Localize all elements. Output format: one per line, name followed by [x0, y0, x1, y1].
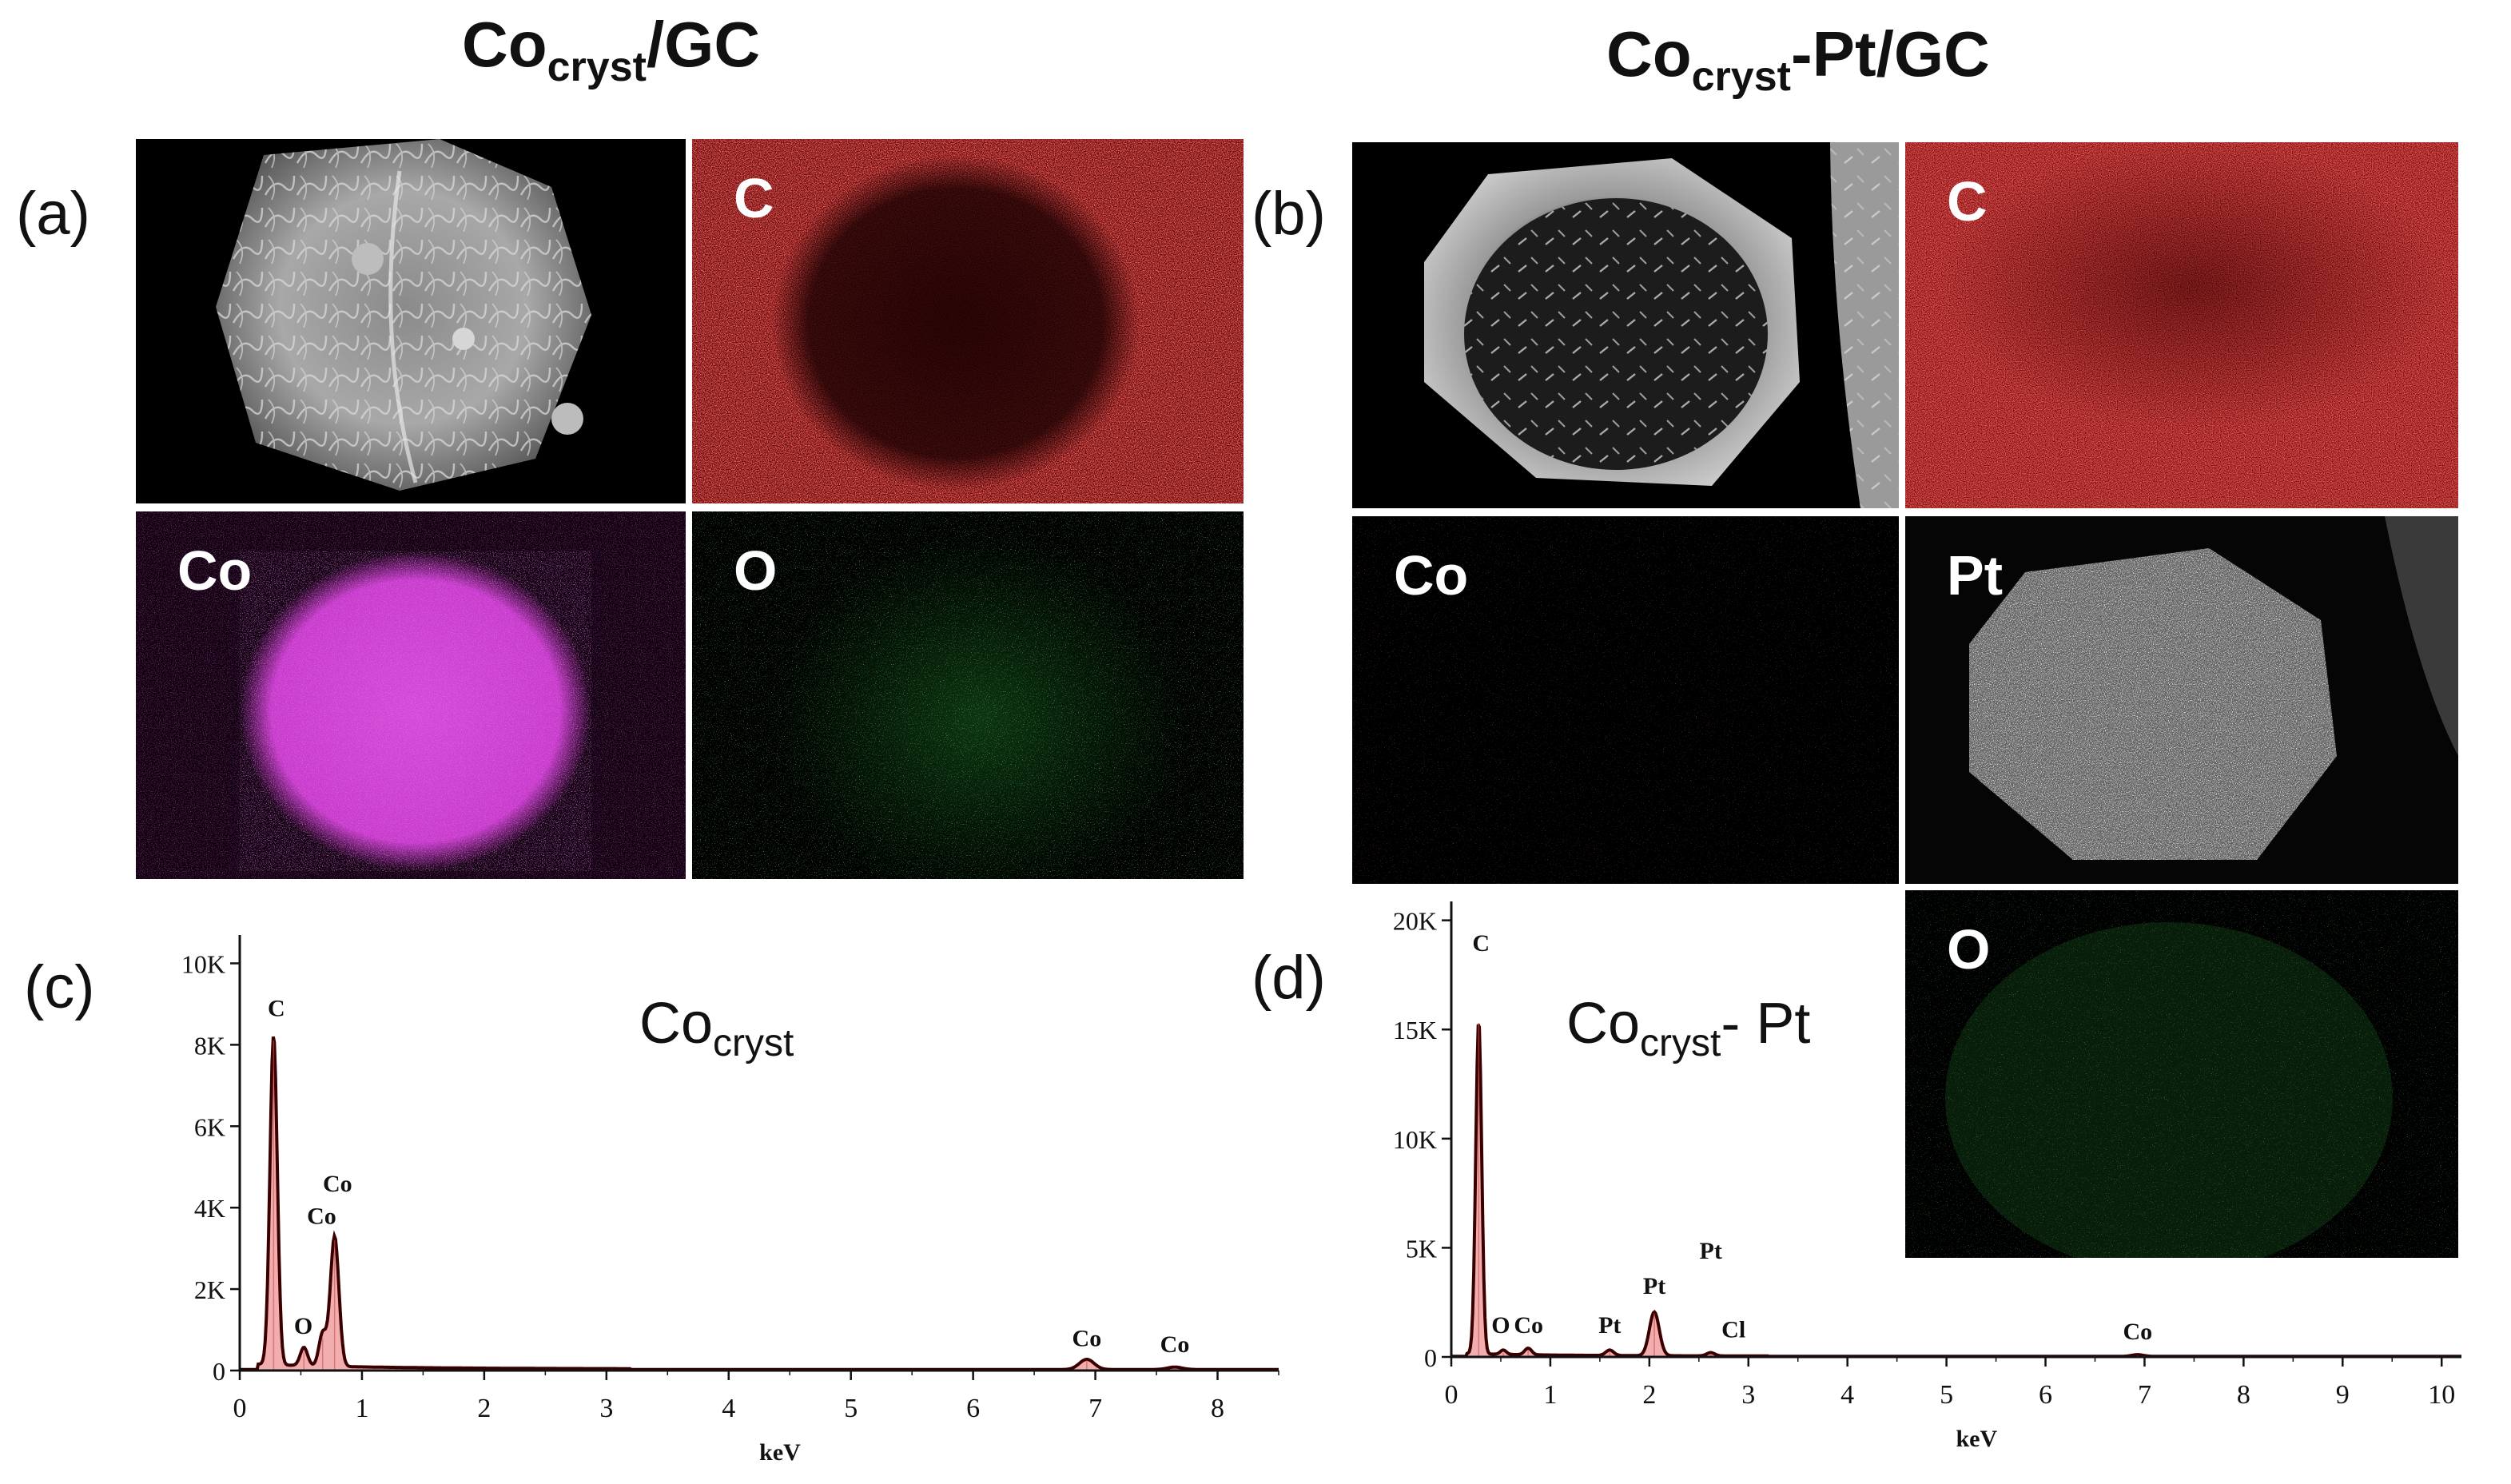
map-a-oxygen: O [692, 511, 1244, 879]
peak-label-d-7: Co [2123, 1319, 2152, 1345]
peak-label-c-5: Co [1160, 1331, 1190, 1358]
title-right-sub: cryst [1691, 54, 1791, 100]
spectrum-d-fill [1451, 1024, 2461, 1357]
figure-title-right: Cocryst-Pt/GC [1606, 18, 1990, 101]
y-tick-label-c-0: 0 [213, 1357, 225, 1386]
x-tick-label-c-8: 8 [1211, 1394, 1224, 1423]
x-tick-label-d-5: 5 [1940, 1380, 1953, 1410]
peak-label-c-4: Co [1072, 1325, 1102, 1351]
x-tick-label-d-4: 4 [1840, 1380, 1854, 1410]
x-tick-label-c-3: 3 [599, 1394, 613, 1423]
y-tick-label-d-1: 5K [1406, 1234, 1437, 1263]
map-b-carbon: C [1905, 142, 2458, 508]
x-tick-label-c-4: 4 [722, 1394, 735, 1423]
eds-spectrum-c-svg: 0 1 2 3 4 5 6 7 8 0 2K 4K 6K 8K 10K keV C O Co Co Co Co [181, 935, 1279, 1466]
spectrum-d-line [1451, 1024, 2461, 1359]
y-tick-label-c-1: 2K [194, 1275, 225, 1304]
map-b-carbon-label: C [1947, 170, 1988, 233]
x-axis-label-c: keV [759, 1439, 801, 1466]
x-tick-label-d-2: 2 [1642, 1380, 1656, 1410]
panel-label-c: (c) [24, 953, 95, 1021]
panel-label-d: (d) [1252, 944, 1326, 1012]
title-right-main: Co [1606, 18, 1692, 90]
x-tick-label-d-8: 8 [2237, 1380, 2250, 1410]
map-a-cobalt: Co [136, 511, 686, 879]
peak-label-d-4: Pt [1643, 1273, 1665, 1299]
title-left-sub: cryst [547, 44, 647, 90]
y-tick-label-c-4: 8K [194, 1031, 225, 1060]
peak-label-c-3: Co [323, 1171, 352, 1197]
x-tick-label-d-0: 0 [1445, 1380, 1458, 1410]
x-tick-label-c-6: 6 [966, 1394, 980, 1423]
x-tick-label-d-10: 10 [2428, 1380, 2455, 1410]
spectrum-c-name: Cocryst [639, 992, 794, 1064]
title-left-rest: /GC [646, 9, 761, 80]
x-tick-label-d-6: 6 [2039, 1380, 2052, 1410]
peak-label-d-0: C [1472, 930, 1490, 957]
map-b-cobalt: Co [1352, 516, 1899, 884]
peak-label-d-2: Co [1514, 1312, 1543, 1339]
title-right-rest: -Pt/GC [1790, 18, 1990, 90]
peak-label-d-6: Cl [1721, 1316, 1745, 1343]
y-tick-label-d-3: 15K [1393, 1016, 1437, 1044]
peak-label-c-0: C [268, 996, 285, 1022]
map-a-carbon: C [692, 139, 1244, 503]
sem-image-b [1352, 142, 1899, 508]
eds-spectrum-c: 0 1 2 3 4 5 6 7 8 0 2K 4K 6K 8K 10K keV C O Co Co Co Co [181, 935, 1279, 1466]
title-left-main: Co [462, 9, 547, 80]
x-tick-label-c-2: 2 [477, 1394, 491, 1423]
y-tick-label-d-4: 20K [1393, 907, 1437, 936]
peak-label-d-1: O [1491, 1312, 1510, 1339]
x-tick-label-d-7: 7 [2138, 1380, 2151, 1410]
map-b-cobalt-label: Co [1394, 544, 1469, 607]
x-tick-label-c-1: 1 [355, 1394, 368, 1423]
map-a-cobalt-label: Co [177, 539, 253, 602]
y-tick-label-c-3: 6K [194, 1112, 225, 1141]
x-tick-label-d-3: 3 [1741, 1380, 1755, 1410]
x-tick-label-c-0: 0 [233, 1394, 247, 1423]
y-tick-label-c-2: 4K [194, 1194, 225, 1223]
map-b-platinum: Pt [1905, 516, 2458, 884]
map-a-oxygen-label: O [734, 539, 778, 602]
peak-label-d-3: Pt [1598, 1312, 1621, 1339]
map-a-carbon-label: C [734, 167, 774, 229]
peak-label-c-1: O [294, 1313, 312, 1339]
y-tick-label-c-5: 10K [181, 949, 225, 978]
y-tick-label-d-0: 0 [1424, 1343, 1437, 1372]
x-tick-label-c-7: 7 [1088, 1394, 1102, 1423]
panel-label-b: (b) [1252, 180, 1326, 248]
sem-image-a [136, 139, 686, 503]
x-tick-label-c-5: 5 [844, 1394, 858, 1423]
spectrum-d-name: Cocryst- Pt [1566, 992, 1811, 1064]
map-b-platinum-label: Pt [1947, 544, 2003, 607]
y-tick-label-d-2: 10K [1393, 1125, 1437, 1154]
peak-label-c-2: Co [307, 1204, 336, 1230]
x-tick-label-d-1: 1 [1543, 1380, 1557, 1410]
map-b-oxygen-label: O [1947, 918, 1991, 981]
x-tick-label-d-9: 9 [2336, 1380, 2350, 1410]
x-axis-label-d: keV [1956, 1426, 1997, 1452]
figure-title-left: Cocryst/GC [462, 8, 760, 91]
panel-label-a: (a) [16, 180, 90, 248]
map-b-oxygen: O [1905, 890, 2458, 1258]
peak-label-d-5: Pt [1700, 1238, 1722, 1264]
